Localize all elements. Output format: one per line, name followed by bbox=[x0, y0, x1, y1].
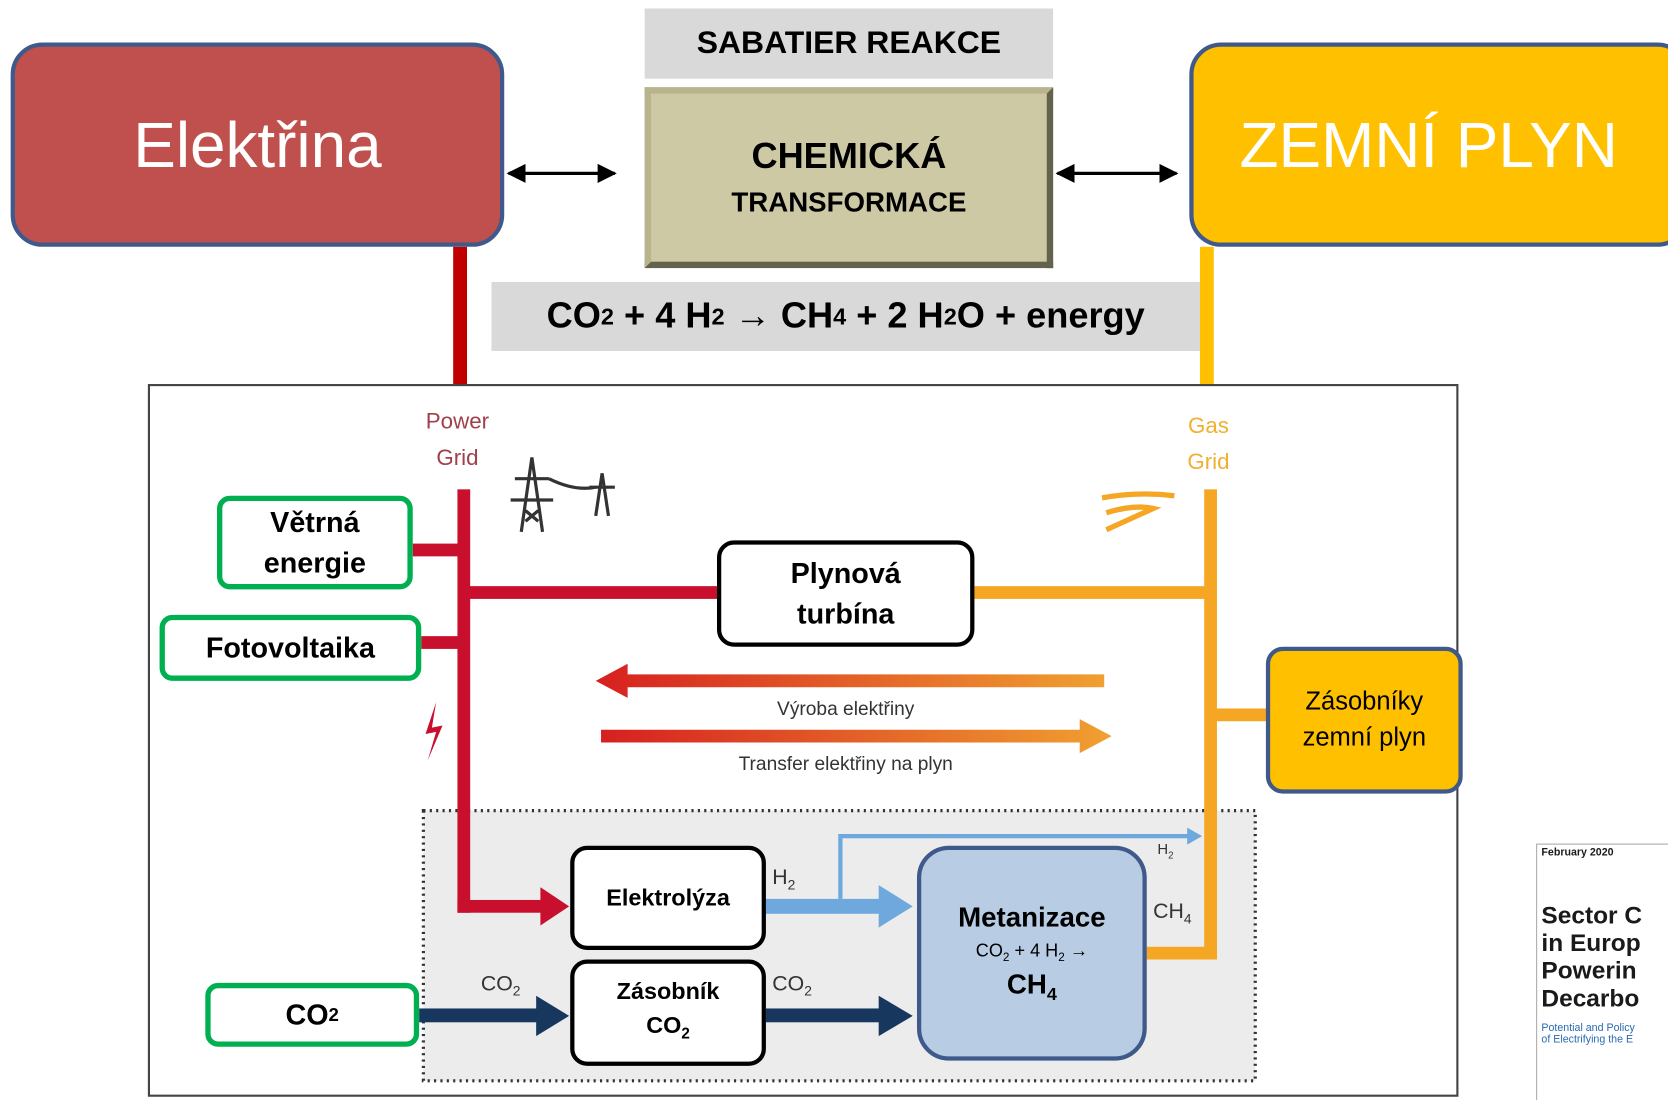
text: Metanizace bbox=[958, 901, 1106, 934]
body: SABATIER REAKCE CHEMICKÁ TRANSFORMACE CO… bbox=[0, 0, 1668, 1100]
text: CO bbox=[772, 972, 804, 995]
text: Větrná bbox=[270, 502, 359, 542]
text: + 2 H bbox=[846, 296, 944, 337]
text: Grid bbox=[1187, 445, 1229, 481]
text: H bbox=[772, 866, 787, 889]
text: → bbox=[1065, 940, 1088, 960]
sub: 2 bbox=[513, 983, 521, 999]
formula: CO2 bbox=[646, 1008, 690, 1051]
text: Potential and Policy bbox=[1541, 1022, 1668, 1034]
methanation-box: Metanizace CO2 + 4 H2 → CH4 bbox=[917, 846, 1147, 1061]
text: O + energy bbox=[957, 296, 1145, 337]
power-link bbox=[453, 247, 467, 387]
electrolysis-box: Elektrolýza bbox=[570, 846, 766, 950]
text: Decarbo bbox=[1541, 984, 1668, 1012]
sub: 2 bbox=[944, 303, 957, 331]
text: Powerin bbox=[1541, 956, 1668, 984]
gas-link bbox=[1200, 247, 1214, 387]
text: Power bbox=[426, 404, 489, 440]
sub: 2 bbox=[681, 1026, 689, 1043]
page: Sabatier {"header": {"sabatier": "SABATI… bbox=[0, 0, 1668, 1100]
gas-box: ZEMNÍ PLYN bbox=[1189, 43, 1668, 247]
diagram: SABATIER REAKCE CHEMICKÁ TRANSFORMACE CO… bbox=[0, 0, 1668, 1100]
flow-label: Transfer elektřiny na plyn bbox=[702, 753, 989, 775]
text: Elektřina bbox=[133, 108, 381, 181]
formula: CO2 + 4 H2 → bbox=[976, 940, 1088, 964]
text: + 4 H bbox=[614, 296, 712, 337]
text: TRANSFORMACE bbox=[731, 186, 966, 219]
sub: 2 bbox=[329, 995, 339, 1035]
text: Zásobníky bbox=[1305, 684, 1423, 720]
sub: 4 bbox=[1047, 984, 1057, 1004]
text: CH bbox=[1153, 900, 1184, 923]
arrow-label: H2 bbox=[772, 866, 795, 893]
text: Plynová bbox=[791, 553, 901, 593]
text: Transfer elektřiny na plyn bbox=[739, 753, 953, 774]
text: in Europ bbox=[1541, 929, 1668, 957]
arrow-label: CO2 bbox=[481, 972, 521, 999]
arrow-label: CO2 bbox=[772, 972, 812, 999]
sub: 2 bbox=[788, 877, 796, 893]
sub: 4 bbox=[833, 303, 846, 331]
text: Fotovoltaika bbox=[206, 628, 375, 668]
arrow-label: CH4 bbox=[1153, 900, 1191, 927]
flow-label: Výroba elektřiny bbox=[766, 698, 926, 720]
text: H bbox=[1157, 840, 1168, 857]
sub: 4 bbox=[1184, 911, 1192, 927]
text: Výroba elektřiny bbox=[777, 698, 914, 719]
text: CHEMICKÁ bbox=[751, 136, 946, 177]
text: CO bbox=[481, 972, 513, 995]
text: CO bbox=[285, 995, 328, 1035]
text: Elektrolýza bbox=[606, 884, 730, 912]
sub: 2 bbox=[712, 303, 725, 331]
text: zemní plyn bbox=[1303, 720, 1426, 756]
text: Gas bbox=[1188, 408, 1229, 444]
text: → CH bbox=[725, 296, 834, 337]
arrow-label: H2 bbox=[1157, 840, 1173, 860]
solar-box: Fotovoltaika bbox=[160, 615, 422, 681]
sub: 2 bbox=[1168, 850, 1173, 861]
text: Sector C bbox=[1541, 901, 1668, 929]
sub: 2 bbox=[804, 983, 812, 999]
text: CO bbox=[646, 1011, 681, 1038]
text: February 2020 bbox=[1541, 847, 1668, 859]
formula: CH4 bbox=[1007, 968, 1057, 1005]
electricity-box: Elektřina bbox=[11, 43, 505, 247]
text: + 4 H bbox=[1009, 940, 1058, 960]
text: CO bbox=[976, 940, 1003, 960]
text: ZEMNÍ PLYN bbox=[1240, 108, 1618, 181]
sub: 2 bbox=[601, 303, 614, 331]
sabatier-label: SABATIER REAKCE bbox=[645, 9, 1053, 79]
text: turbína bbox=[797, 594, 894, 634]
text: Zásobník bbox=[617, 974, 720, 1008]
text: of Electrifying the E bbox=[1541, 1034, 1668, 1046]
text: CH bbox=[1007, 968, 1047, 1000]
chemical-box: CHEMICKÁ TRANSFORMACE bbox=[645, 87, 1053, 268]
text: Grid bbox=[436, 440, 478, 476]
text: energie bbox=[264, 543, 366, 583]
text: SABATIER REAKCE bbox=[697, 26, 1001, 62]
text: CO bbox=[547, 296, 601, 337]
